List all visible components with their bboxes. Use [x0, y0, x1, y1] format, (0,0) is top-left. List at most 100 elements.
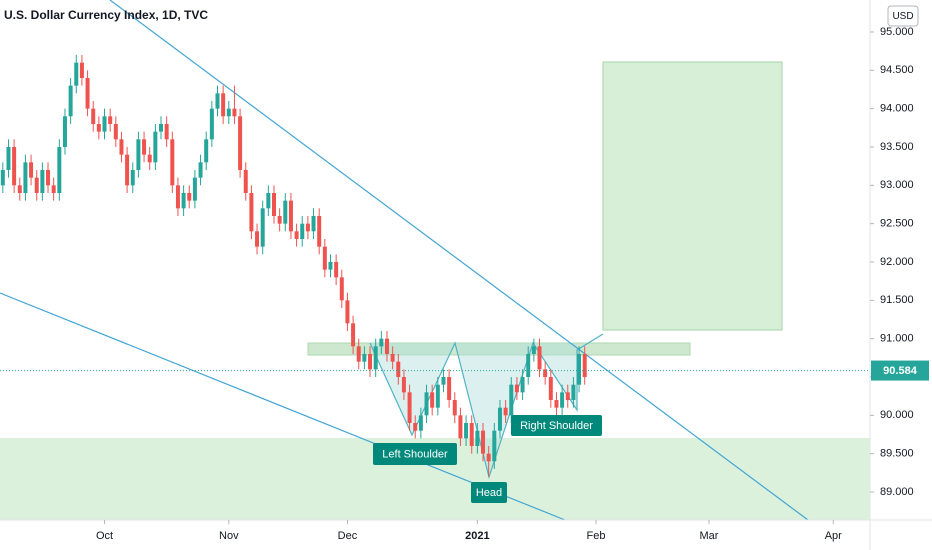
candle-body [373, 346, 378, 370]
y-tick-label: 91.500 [880, 294, 914, 306]
candle-body [311, 215, 316, 232]
x-tick-label: 2021 [465, 530, 489, 542]
y-tick-label: 92.500 [880, 218, 914, 230]
candle-body [384, 338, 389, 355]
candle-body [51, 185, 56, 193]
neckline-zone [307, 342, 691, 356]
candle-body [113, 123, 118, 140]
candle-body [554, 400, 559, 408]
candle-body [548, 377, 553, 401]
trend-line [0, 292, 566, 521]
candle-body [57, 146, 62, 193]
candle-body [537, 346, 542, 370]
trend-line [109, 0, 809, 521]
candle-body [12, 146, 17, 186]
candle-body [339, 277, 344, 301]
candle-body [334, 261, 339, 278]
annotation-box [471, 482, 507, 503]
candle-body [119, 139, 124, 155]
candle-body [192, 177, 197, 201]
annotation: Head [476, 487, 502, 499]
candle-body [543, 369, 548, 378]
candle-body [582, 354, 587, 378]
candle-body [255, 231, 260, 247]
candle-body [435, 384, 440, 408]
currency-box[interactable] [887, 5, 919, 27]
y-tick-label: 89.500 [880, 448, 914, 460]
x-tick-label: Mar [700, 530, 719, 542]
candle-body [221, 93, 226, 117]
candle-body [407, 392, 412, 424]
candle-body [492, 430, 497, 462]
candle-body [441, 377, 446, 385]
y-tick-label: 94.000 [880, 103, 914, 115]
candle-body [560, 392, 565, 408]
candle-body [68, 85, 73, 117]
candle-body [351, 323, 356, 347]
candle-body [300, 223, 305, 239]
candle-body [452, 400, 457, 416]
candle-body [458, 415, 463, 439]
candle-body [0, 169, 5, 186]
candle-body [266, 192, 271, 209]
candle-body [322, 246, 327, 270]
candle-body [102, 116, 107, 132]
y-tick-label: 89.000 [880, 486, 914, 498]
y-tick-label: 93.000 [880, 179, 914, 191]
annotation: Right Shoulder [520, 420, 593, 432]
candle-body [368, 354, 373, 370]
candle-body [170, 139, 175, 186]
candle-body [277, 215, 282, 224]
annotation-box [373, 443, 457, 465]
candle-body [187, 192, 192, 201]
y-tick-label: 91.000 [880, 333, 914, 345]
candle-body [249, 192, 254, 232]
candle-body [153, 131, 158, 163]
candles [0, 54, 587, 477]
candle-body [577, 354, 582, 385]
candle-body [96, 123, 101, 132]
candle-body [164, 123, 169, 140]
candle-body [34, 177, 39, 193]
candle-body [40, 169, 45, 193]
candle-body [204, 139, 209, 163]
candle-body [62, 116, 67, 147]
candle-body [260, 208, 265, 247]
candle-body [271, 192, 276, 216]
candle-body [136, 139, 141, 170]
candle-body [464, 423, 469, 439]
candle-body [288, 200, 293, 232]
candle-body [390, 354, 395, 362]
candle-body [571, 384, 576, 401]
candle-body [238, 116, 243, 170]
candle-body [413, 423, 418, 431]
candle-body [23, 162, 28, 193]
y-tick-label: 94.500 [880, 64, 914, 76]
candle-body [243, 169, 248, 193]
candle-body [509, 384, 514, 416]
x-tick-label: Apr [825, 530, 842, 542]
candle-body [356, 346, 361, 362]
candle-body [379, 338, 384, 347]
y-tick-label: 90.000 [880, 409, 914, 421]
currency: USD [892, 11, 913, 22]
candle-body [481, 430, 486, 454]
candle-body [147, 154, 152, 163]
candle-body [469, 423, 474, 447]
candle-body [305, 223, 310, 232]
candle-body [91, 108, 96, 124]
candle-body [6, 146, 11, 170]
candle-body [181, 192, 186, 209]
pattern-fill [370, 343, 577, 477]
candle-body [328, 261, 333, 270]
chart-title: U.S. Dollar Currency Index, 1D, TVC [4, 8, 208, 22]
candle-body [503, 407, 508, 416]
candle-body [209, 108, 214, 140]
candle-body [317, 215, 322, 247]
candle-body [514, 384, 519, 393]
candle-body [85, 77, 90, 109]
candle-body [108, 116, 113, 124]
candle-body [418, 415, 423, 431]
candle-body [226, 108, 231, 117]
